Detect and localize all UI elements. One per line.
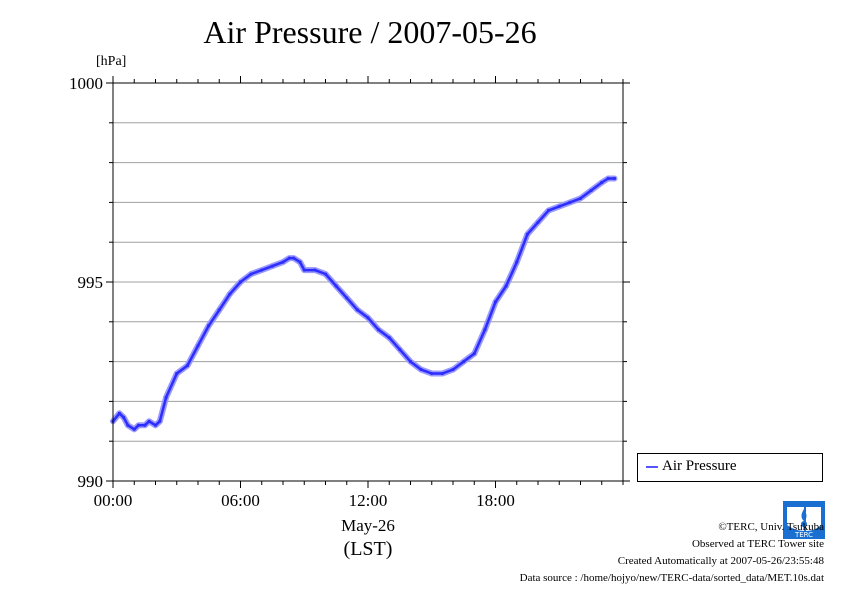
chart-title: Air Pressure / 2007-05-26 bbox=[203, 14, 537, 50]
legend-label: Air Pressure bbox=[662, 458, 737, 474]
data-point bbox=[515, 260, 519, 264]
data-point bbox=[440, 371, 444, 376]
logo-text: TERC bbox=[794, 531, 813, 539]
data-point bbox=[153, 423, 158, 427]
x-tick-label: 18:00 bbox=[476, 491, 515, 510]
data-point bbox=[600, 180, 604, 185]
data-point bbox=[472, 352, 476, 356]
data-point bbox=[292, 256, 296, 260]
data-point bbox=[158, 419, 162, 423]
data-point bbox=[483, 328, 487, 332]
x-tick-label: 06:00 bbox=[221, 491, 260, 510]
created-text: Created Automatically at 2007-05-26/23:5… bbox=[617, 555, 824, 567]
data-point bbox=[525, 232, 529, 236]
data-point bbox=[217, 308, 221, 312]
data-point bbox=[132, 427, 136, 431]
series-halo bbox=[110, 175, 618, 433]
data-point bbox=[228, 292, 232, 296]
data-point bbox=[536, 220, 540, 224]
tick-labels: 990 995 1000 00:00 06:00 12:00 18:00 bbox=[69, 74, 515, 510]
source-text: Data source : /home/hojyo/new/TERC-data/… bbox=[519, 572, 824, 584]
y-tick-label: 995 bbox=[78, 273, 104, 292]
data-point bbox=[238, 280, 243, 284]
y-tick-label: 990 bbox=[78, 472, 104, 491]
data-point bbox=[345, 296, 349, 300]
data-point bbox=[249, 272, 253, 276]
data-point bbox=[260, 268, 264, 272]
x-axis-timezone-label: (LST) bbox=[343, 538, 393, 560]
data-point bbox=[117, 411, 121, 415]
data-point bbox=[302, 268, 306, 272]
data-point bbox=[578, 196, 583, 201]
data-point bbox=[136, 423, 141, 427]
data-point bbox=[185, 363, 189, 368]
data-point bbox=[419, 367, 423, 372]
data-point bbox=[281, 260, 285, 264]
data-point bbox=[387, 336, 391, 340]
data-point bbox=[589, 188, 593, 193]
data-point bbox=[313, 268, 317, 272]
data-point bbox=[147, 419, 151, 423]
data-point bbox=[568, 200, 572, 204]
data-point bbox=[164, 395, 168, 400]
data-point bbox=[143, 423, 147, 427]
data-point bbox=[334, 284, 338, 288]
data-point bbox=[366, 316, 370, 320]
data-point bbox=[207, 324, 211, 328]
data-point bbox=[557, 204, 561, 208]
grid-lines bbox=[113, 122, 623, 442]
series-group bbox=[110, 175, 618, 433]
data-point bbox=[398, 348, 402, 352]
data-point bbox=[270, 264, 274, 268]
data-point bbox=[408, 360, 413, 364]
data-point bbox=[462, 360, 466, 364]
data-point bbox=[355, 308, 359, 312]
data-point bbox=[377, 328, 381, 332]
data-point bbox=[287, 256, 291, 260]
data-point bbox=[451, 367, 455, 372]
data-point bbox=[298, 260, 302, 264]
x-tick-label: 00:00 bbox=[94, 491, 133, 510]
data-point bbox=[504, 284, 508, 288]
data-point bbox=[122, 415, 126, 419]
data-point bbox=[606, 176, 610, 181]
x-axis-date-label: May-26 bbox=[341, 516, 395, 535]
legend-swatch bbox=[646, 466, 658, 468]
axis-ticks bbox=[106, 76, 630, 488]
data-point bbox=[547, 208, 551, 212]
legend: Air Pressure bbox=[637, 453, 823, 482]
data-point bbox=[175, 371, 179, 376]
data-point bbox=[323, 272, 328, 276]
data-point bbox=[126, 423, 130, 427]
data-point bbox=[196, 344, 200, 348]
observed-text: Observed at TERC Tower site bbox=[691, 538, 824, 550]
series-line bbox=[111, 177, 616, 431]
y-axis-unit: [hPa] bbox=[96, 54, 127, 69]
copyright-text: ©TERC, Univ. Tsukuba bbox=[718, 521, 824, 533]
terc-logo-icon: TERC bbox=[783, 501, 825, 539]
data-point bbox=[430, 371, 434, 376]
data-point bbox=[493, 300, 498, 304]
x-tick-label: 12:00 bbox=[349, 491, 388, 510]
data-point bbox=[612, 176, 617, 181]
y-tick-label: 1000 bbox=[69, 74, 103, 93]
